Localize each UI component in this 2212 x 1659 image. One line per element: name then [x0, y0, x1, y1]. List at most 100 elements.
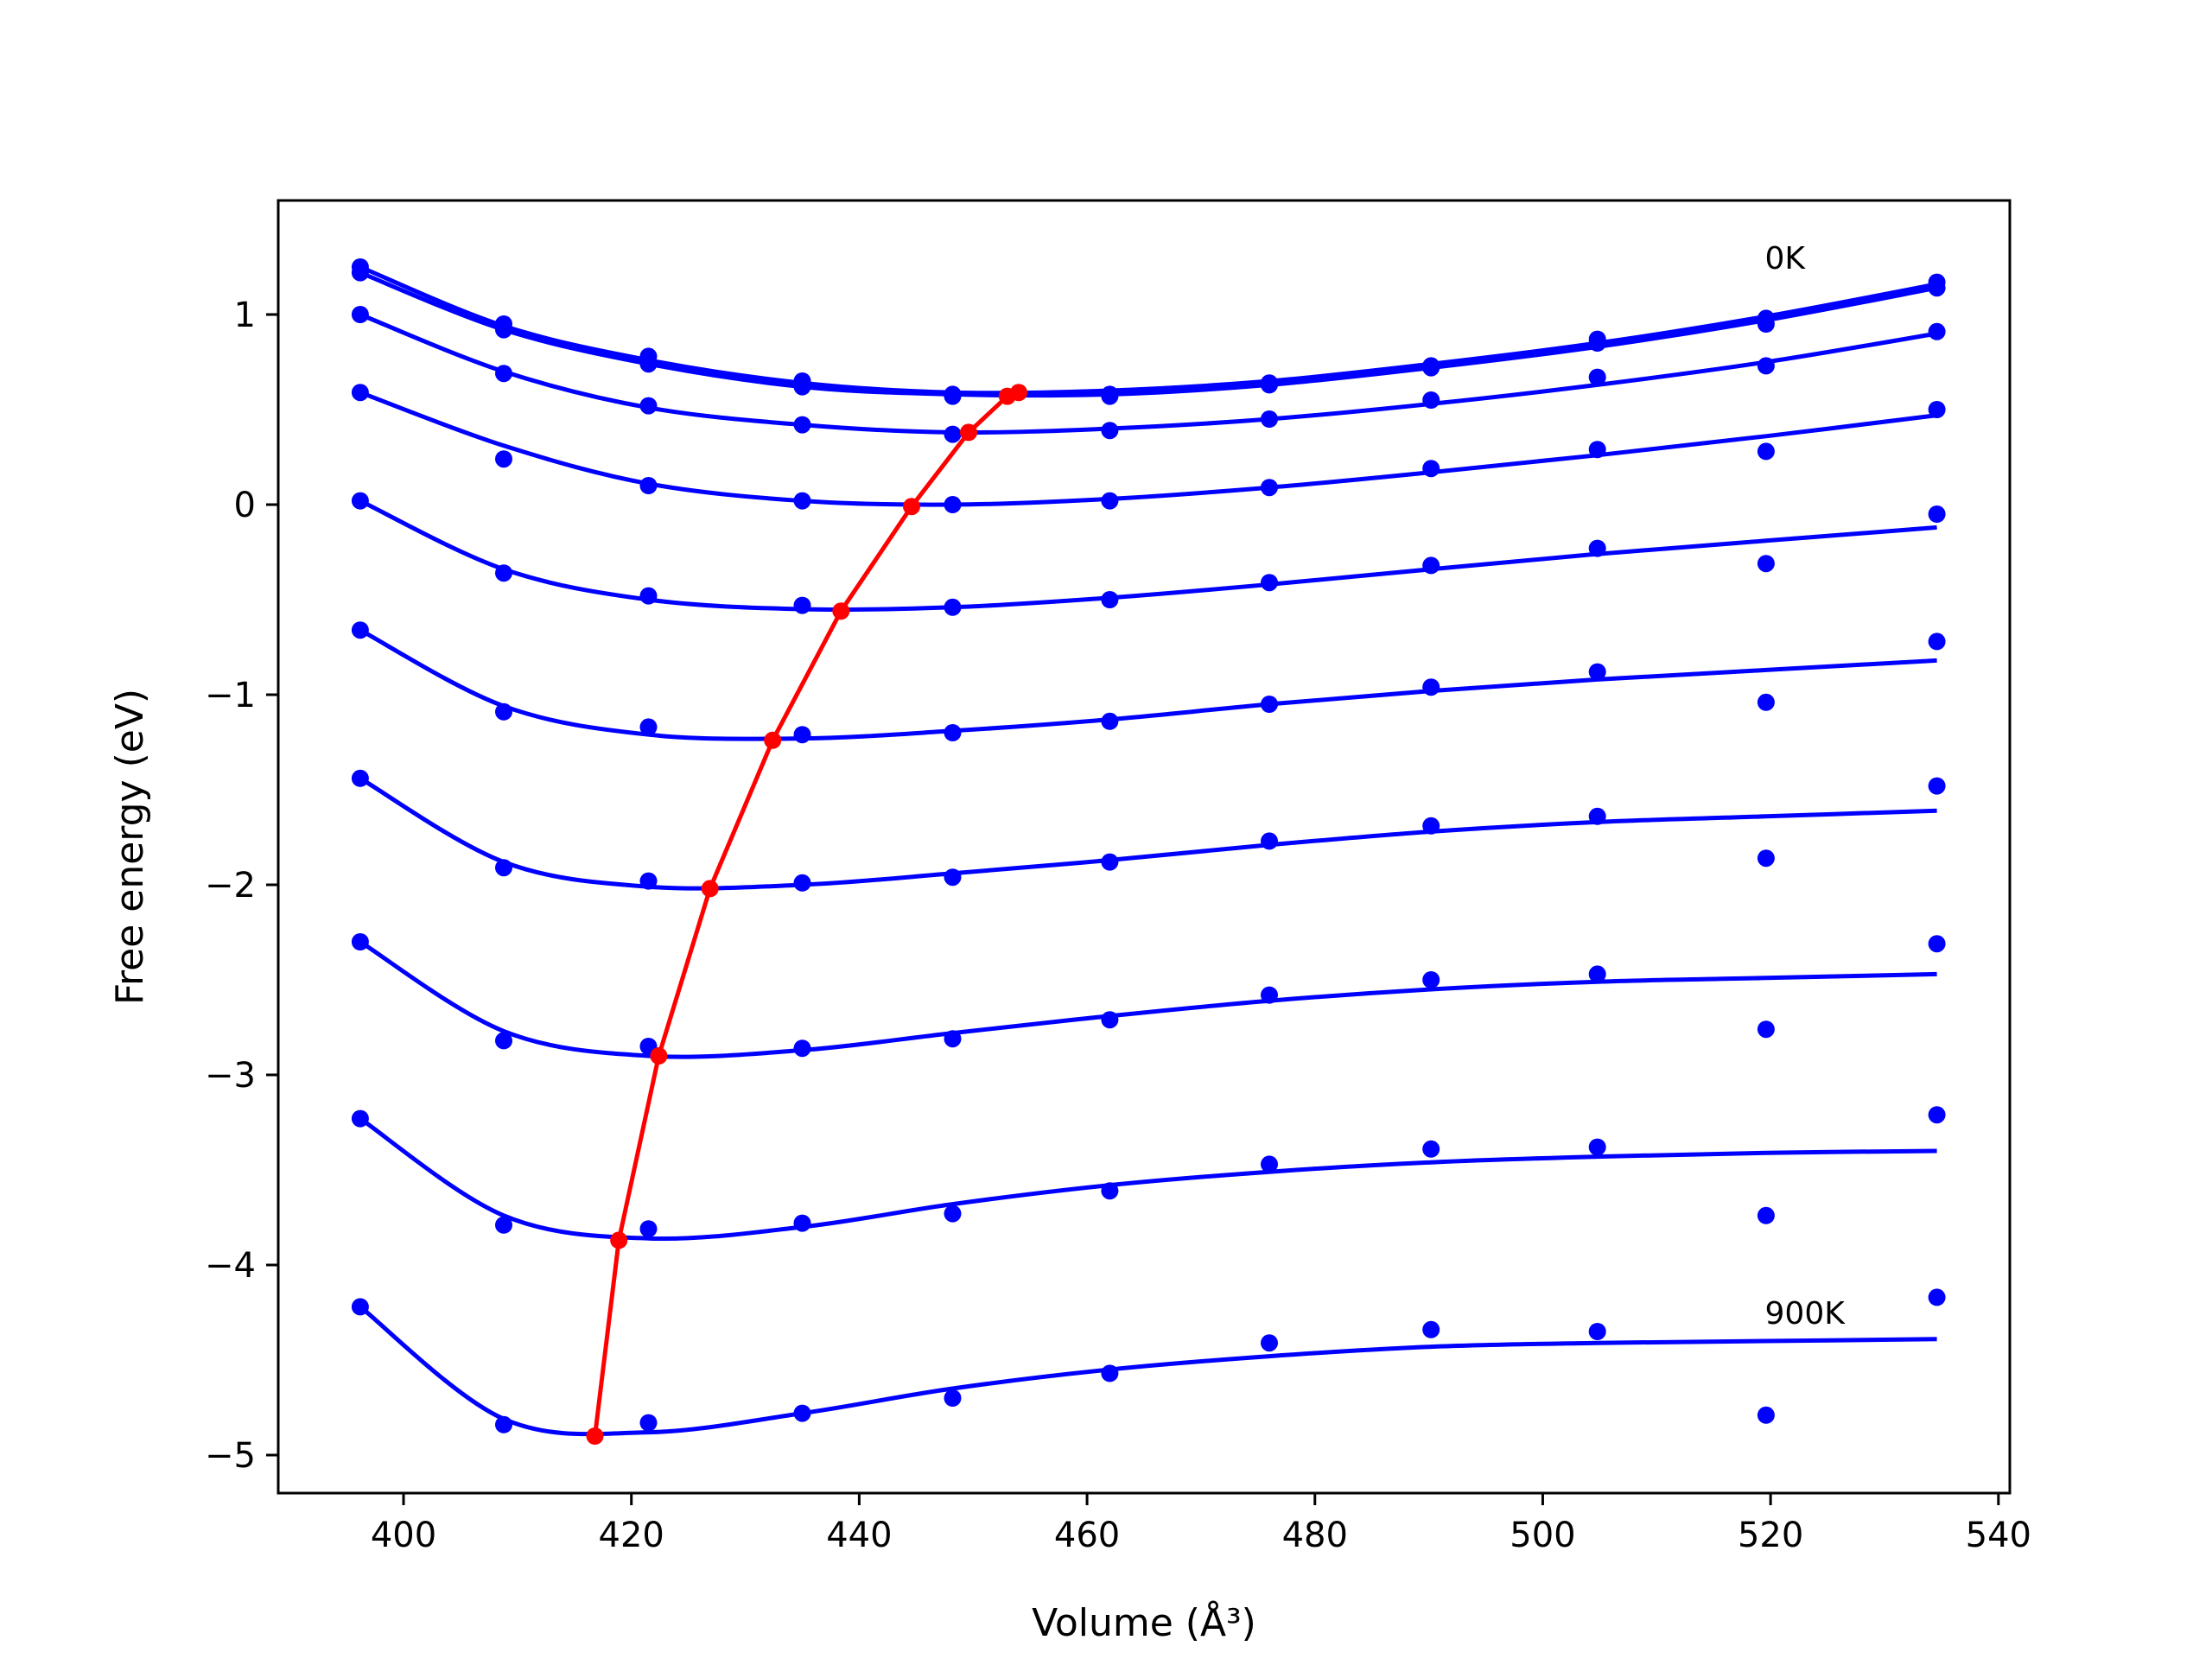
fit-curve-5 — [359, 627, 1937, 741]
data-point-5-0 — [351, 621, 369, 639]
data-point-4-3 — [793, 596, 811, 614]
data-point-4-4 — [944, 598, 962, 616]
data-point-2-8 — [1588, 368, 1606, 386]
data-point-2-10 — [1928, 322, 1946, 340]
data-point-7-6 — [1261, 986, 1278, 1004]
x-tick-label-500: 500 — [1510, 1516, 1575, 1555]
minimum-point-9 — [1010, 384, 1027, 402]
data-point-9-8 — [1588, 1323, 1606, 1340]
data-point-9-5 — [1101, 1364, 1119, 1382]
data-point-8-6 — [1261, 1155, 1278, 1173]
data-point-2-9 — [1757, 357, 1775, 375]
data-point-3-0 — [351, 384, 369, 402]
data-point-3-9 — [1757, 442, 1775, 461]
fitted-curves — [359, 264, 1938, 1437]
data-point-6-6 — [1261, 832, 1278, 850]
data-point-1-9 — [1757, 315, 1775, 333]
data-point-9-1 — [495, 1415, 512, 1433]
y-axis-ticks: −5 −4 −3 −2 −1 0 1 — [205, 296, 278, 1476]
data-point-5-10 — [1928, 632, 1946, 651]
plot-frame — [276, 199, 2012, 1495]
y-tick-label--2: −2 — [205, 866, 256, 906]
y-tick-label-0: 0 — [234, 486, 256, 525]
minimum-point-1 — [610, 1231, 628, 1249]
minima-line — [586, 384, 1027, 1445]
data-point-8-7 — [1422, 1140, 1440, 1158]
data-point-2-1 — [495, 365, 512, 383]
data-point-3-1 — [495, 450, 512, 468]
data-point-7-8 — [1588, 965, 1606, 983]
x-tick-label-440: 440 — [826, 1516, 892, 1555]
fit-curve-6 — [359, 776, 1937, 891]
data-point-4-8 — [1588, 539, 1606, 557]
data-point-1-3 — [793, 378, 811, 396]
data-point-5-5 — [1101, 712, 1119, 730]
data-point-1-0 — [351, 264, 369, 282]
data-point-5-6 — [1261, 696, 1278, 713]
data-point-3-10 — [1928, 401, 1946, 418]
minimum-point-0 — [586, 1427, 604, 1445]
x-tick-label-480: 480 — [1282, 1516, 1348, 1555]
x-tick-label-420: 420 — [599, 1516, 664, 1555]
data-point-5-1 — [495, 702, 512, 721]
data-point-4-7 — [1422, 556, 1440, 575]
data-point-3-7 — [1422, 460, 1440, 478]
data-point-4-1 — [495, 564, 512, 582]
data-point-4-6 — [1261, 574, 1278, 592]
y-tick-label--1: −1 — [205, 676, 256, 715]
y-tick-label--3: −3 — [205, 1056, 256, 1096]
y-axis-label: Free energy (eV) — [108, 689, 152, 1005]
data-point-6-1 — [495, 859, 512, 877]
data-point-6-7 — [1422, 817, 1440, 835]
data-point-5-3 — [793, 726, 811, 744]
fit-curve-4 — [359, 499, 1937, 613]
data-point-5-4 — [944, 724, 962, 741]
data-point-7-7 — [1422, 971, 1440, 988]
minimum-point-6 — [903, 498, 920, 516]
x-tick-label-520: 520 — [1738, 1516, 1803, 1555]
data-point-4-5 — [1101, 591, 1119, 608]
data-point-3-8 — [1588, 441, 1606, 459]
x-tick-label-400: 400 — [371, 1516, 436, 1555]
data-point-2-5 — [1101, 422, 1119, 440]
data-point-8-3 — [793, 1214, 811, 1232]
minimum-point-4 — [764, 731, 782, 749]
data-point-7-5 — [1101, 1011, 1119, 1029]
data-point-7-4 — [944, 1030, 962, 1048]
data-point-3-5 — [1101, 492, 1119, 510]
data-point-2-6 — [1261, 410, 1278, 428]
data-point-4-10 — [1928, 505, 1946, 523]
minimum-point-5 — [832, 602, 850, 620]
data-point-1-10 — [1928, 279, 1946, 297]
data-point-6-3 — [793, 874, 811, 892]
data-point-8-8 — [1588, 1138, 1606, 1156]
data-point-6-2 — [639, 872, 658, 890]
data-point-1-4 — [944, 387, 962, 405]
data-point-6-8 — [1588, 807, 1606, 825]
minimum-point-3 — [701, 880, 719, 898]
minimum-point-2 — [650, 1047, 668, 1065]
data-point-9-6 — [1261, 1334, 1278, 1352]
data-point-9-10 — [1928, 1288, 1946, 1306]
data-point-8-0 — [351, 1109, 369, 1128]
data-point-1-8 — [1588, 334, 1606, 352]
data-point-7-0 — [351, 933, 369, 950]
data-point-7-9 — [1757, 1020, 1775, 1039]
data-point-4-2 — [639, 587, 658, 605]
data-point-9-4 — [944, 1389, 962, 1407]
data-point-6-10 — [1928, 777, 1946, 795]
data-point-1-2 — [639, 355, 658, 373]
data-point-3-4 — [944, 496, 962, 513]
data-point-2-3 — [793, 416, 811, 434]
annotations: 0K 900K — [1765, 241, 1847, 1332]
data-point-4-9 — [1757, 555, 1775, 573]
data-point-6-5 — [1101, 853, 1119, 871]
data-point-2-2 — [639, 397, 658, 415]
data-point-7-3 — [793, 1039, 811, 1058]
data-point-9-2 — [639, 1414, 658, 1432]
minima-path — [593, 390, 1020, 1437]
data-point-1-6 — [1261, 376, 1278, 394]
minimum-point-7 — [960, 423, 977, 442]
fit-curve-1 — [359, 270, 1938, 398]
